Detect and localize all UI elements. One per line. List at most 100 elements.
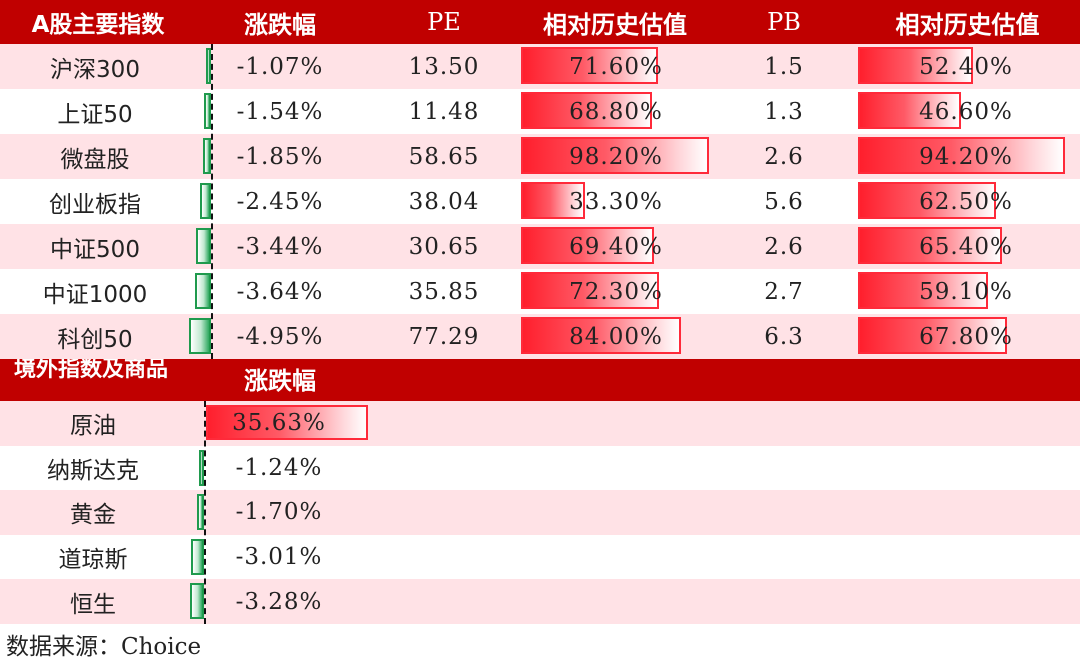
pb-percentile-value: 67.80% (919, 323, 1013, 350)
index-name: 中证1000 (42, 281, 148, 308)
index-name: 上证50 (57, 101, 133, 128)
pb-percentile-bar (858, 182, 996, 219)
pb-value: 6.3 (764, 323, 804, 350)
pe-value: 30.65 (408, 233, 480, 260)
overseas-name: 纳斯达克 (47, 457, 139, 484)
pe-value: 58.65 (408, 143, 480, 170)
index-name: 微盘股 (60, 146, 130, 173)
pe-percentile-value: 98.20% (569, 143, 663, 170)
pb-value: 1.3 (764, 98, 804, 125)
header-pb: PB (767, 8, 801, 36)
pe-percentile-value: 71.60% (569, 53, 663, 80)
change-bar (206, 405, 368, 440)
pb-percentile-value: 62.50% (919, 188, 1013, 215)
change-value: -3.44% (236, 233, 324, 260)
pb-percentile-value: 59.10% (919, 278, 1013, 305)
pb-value: 1.5 (764, 53, 804, 80)
table-row: 创业板指 -2.45% 38.04 33.30% 5.6 62.50% (0, 179, 1080, 224)
pe-percentile-bar (521, 47, 658, 84)
change-value: 35.63% (232, 410, 326, 437)
change-bar (199, 183, 211, 219)
overseas-name: 原油 (70, 413, 116, 440)
pe-percentile-value: 33.30% (569, 188, 663, 215)
change-bar (206, 48, 211, 84)
table-row: 道琼斯 -3.01% (0, 534, 1080, 580)
pe-percentile-value: 68.80% (569, 98, 663, 125)
index-name: 中证500 (50, 236, 140, 263)
header-pb-percentile: 相对历史估值 (895, 10, 1040, 39)
table-row: 原油 35.63% (0, 401, 1080, 446)
pe-percentile-bar (521, 317, 682, 354)
pe-value: 38.04 (408, 188, 480, 215)
change-bar (188, 318, 211, 354)
pe-value: 35.85 (408, 278, 480, 305)
change-value: -4.95% (236, 323, 324, 350)
change-bar (204, 93, 211, 129)
pb-percentile-value: 94.20% (919, 143, 1013, 170)
table-row: 黄金 -1.70% (0, 490, 1080, 535)
change-zero-axis (204, 401, 206, 624)
change-value: -1.85% (236, 143, 324, 170)
pb-value: 2.7 (764, 278, 804, 305)
pe-percentile-value: 72.30% (569, 278, 663, 305)
pe-percentile-bar (521, 137, 709, 174)
change-bar (191, 538, 204, 575)
overseas-name: 道琼斯 (58, 547, 128, 574)
change-bar (196, 494, 204, 531)
change-value: -1.24% (235, 454, 323, 481)
overseas-name: 黄金 (70, 502, 116, 529)
table-row: 中证500 -3.44% 30.65 69.40% 2.6 65.40% (0, 224, 1080, 269)
pb-value: 2.6 (764, 143, 804, 170)
change-value: -1.54% (236, 98, 324, 125)
table-row: 上证50 -1.54% 11.48 68.80% 1.3 46.60% (0, 89, 1080, 134)
change-value: -3.64% (236, 278, 324, 305)
pb-value: 2.6 (764, 233, 804, 260)
pe-percentile-value: 84.00% (569, 323, 663, 350)
change-value: -3.28% (235, 588, 323, 615)
table-row: 科创50 -4.95% 77.29 84.00% 6.3 67.80% (0, 314, 1080, 359)
pb-percentile-bar (858, 317, 1008, 354)
pe-percentile-bar (521, 227, 654, 264)
change-value: -1.70% (235, 499, 323, 526)
header-overseas-name: 境外指数及商品 (14, 357, 169, 382)
pe-percentile-bar (521, 182, 585, 219)
index-name: 创业板指 (49, 191, 141, 218)
table-row: 沪深300 -1.07% 13.50 71.60% 1.5 52.40% (0, 44, 1080, 89)
header-change: 涨跌幅 (244, 10, 316, 39)
change-bar (198, 449, 204, 486)
pe-value: 77.29 (408, 323, 480, 350)
header-overseas-change: 涨跌幅 (244, 367, 316, 395)
data-source-note: 数据来源：Choice (6, 634, 202, 660)
change-value: -1.07% (236, 53, 324, 80)
pe-percentile-value: 69.40% (569, 233, 663, 260)
header-pe-percentile: 相对历史估值 (543, 10, 687, 39)
index-name: 科创50 (57, 326, 133, 353)
change-bar (202, 138, 211, 174)
header-index-name: A股主要指数 (31, 12, 165, 38)
pb-percentile-bar (858, 137, 1066, 174)
header-pe: PE (427, 8, 461, 36)
pb-percentile-value: 46.60% (919, 98, 1013, 125)
pb-percentile-value: 65.40% (919, 233, 1013, 260)
table2-header: 境外指数及商品 涨跌幅 (0, 356, 1080, 401)
pb-percentile-value: 52.40% (919, 53, 1013, 80)
pe-value: 11.48 (408, 98, 480, 125)
pe-value: 13.50 (408, 53, 480, 80)
change-bar (195, 228, 211, 264)
overseas-name: 恒生 (70, 591, 116, 618)
table-row: 微盘股 -1.85% 58.65 98.20% 2.6 94.20% (0, 134, 1080, 179)
pb-percentile-bar (858, 272, 989, 309)
pb-percentile-bar (858, 47, 974, 84)
pb-percentile-bar (858, 227, 1002, 264)
change-value: -2.45% (236, 188, 324, 215)
change-zero-axis (211, 44, 213, 359)
table-row: 纳斯达克 -1.24% (0, 445, 1080, 491)
pb-percentile-bar (858, 92, 961, 129)
pe-percentile-bar (521, 272, 660, 309)
table1-header: A股主要指数 涨跌幅 PE 相对历史估值 PB 相对历史估值 (0, 0, 1080, 44)
index-name: 沪深300 (50, 56, 140, 83)
change-bar (190, 583, 204, 620)
pb-value: 5.6 (764, 188, 804, 215)
pe-percentile-bar (521, 92, 653, 129)
